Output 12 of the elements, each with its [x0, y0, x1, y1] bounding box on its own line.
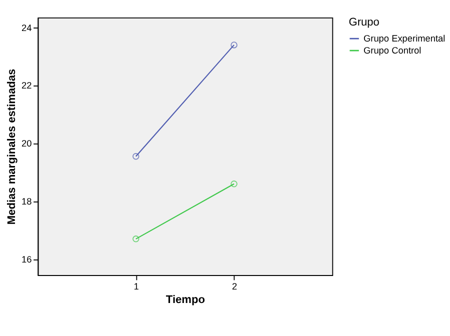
legend-title: Grupo [348, 16, 380, 29]
y-tick-label: 24 [22, 22, 32, 33]
y-axis-title: Medias marginales estimadas [6, 68, 18, 225]
y-tick-label: 16 [22, 254, 32, 264]
y-tick-label: 18 [22, 196, 32, 207]
x-axis-title: Tiempo [166, 294, 206, 306]
x-tick-label: 1 [134, 281, 139, 292]
x-tick-label: 2 [232, 281, 238, 292]
y-tick-label: 22 [22, 80, 32, 91]
y-tick-label: 20 [22, 138, 32, 149]
legend-label: Grupo Control [363, 45, 422, 56]
legend-label: Grupo Experimental [363, 33, 446, 44]
